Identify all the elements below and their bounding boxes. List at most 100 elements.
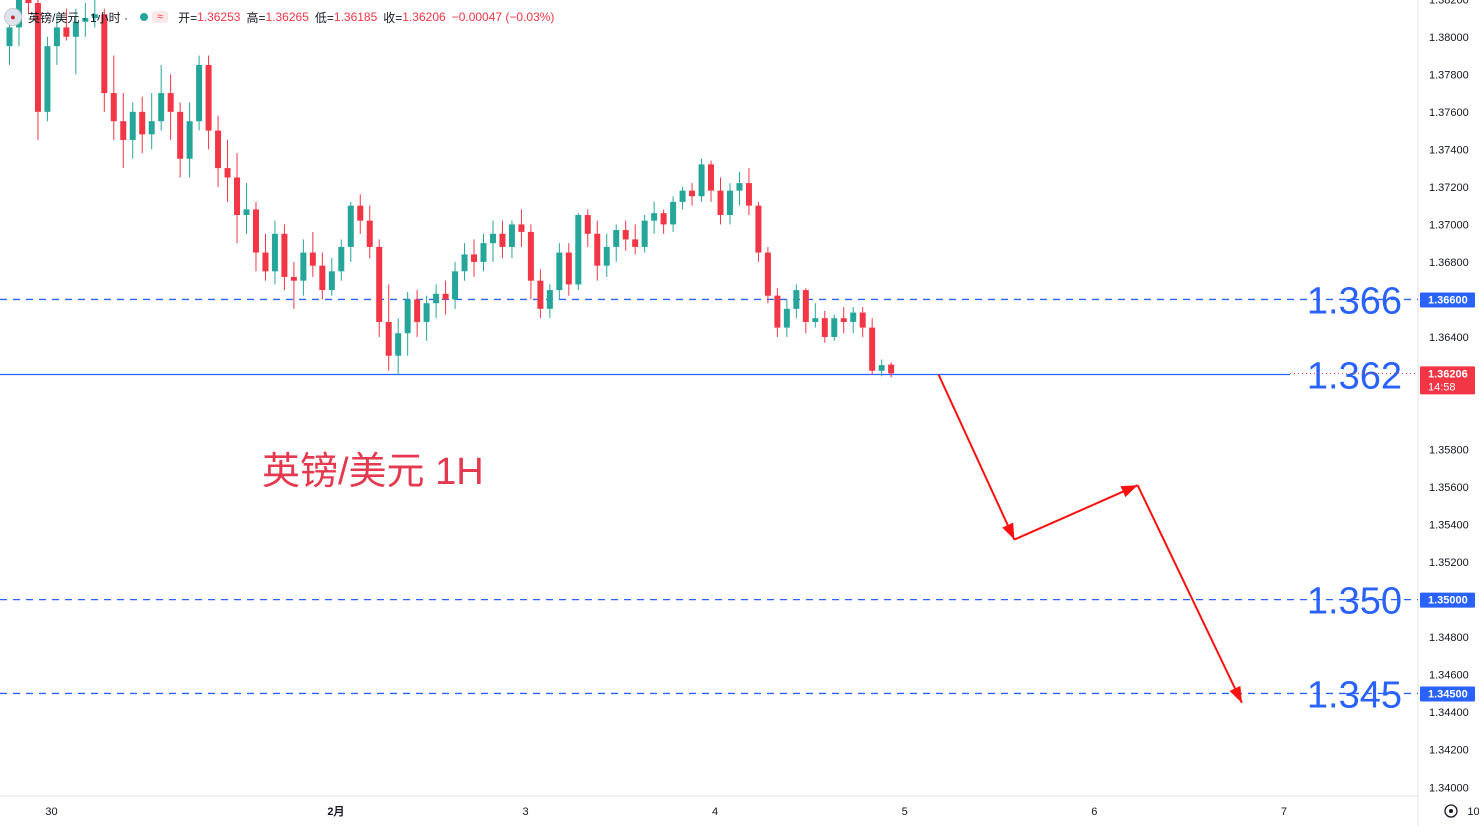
candle-64 [613,224,620,262]
level-label-2[interactable]: 1.350 [1307,581,1402,623]
candle-59 [565,243,572,296]
candle-48 [461,243,468,281]
candle-70 [670,196,677,232]
candle-38 [366,205,373,259]
candle-89 [850,306,857,334]
close-label: 收= [383,10,403,25]
candle-69 [660,209,667,234]
price-tick-14: 1.34600 [1429,670,1469,682]
time-tick-7: 10 [1467,806,1479,818]
candle-7 [72,8,79,75]
candle-22 [215,115,222,187]
candle-81 [774,288,781,337]
level-axis-badge-2: 1.35000 [1420,592,1475,608]
time-tick-6: 7 [1281,806,1287,818]
candle-2 [25,0,32,15]
time-tick-3: 4 [712,806,718,818]
candle-20 [196,55,203,131]
candle-53 [508,220,515,259]
open-value: 1.36253 [197,10,241,24]
time-tick-2: 3 [522,806,528,818]
candle-90 [859,306,866,337]
time-axis[interactable]: 30 2月 3 4 5 6 7 10 [45,805,1479,818]
price-tick-16: 1.34200 [1429,745,1469,757]
projection-arrow-0[interactable] [937,374,1016,541]
horizontal-levels: 1.366 1.362 1.350 1.345 [0,280,1418,716]
candle-45 [433,284,440,319]
candle-8 [82,3,89,37]
candle-56 [537,269,544,319]
price-tick-9: 1.35800 [1429,445,1469,457]
countdown-value: 14:58 [1428,381,1456,393]
candle-15 [148,93,155,150]
settings-icon[interactable] [1444,804,1458,818]
candle-23 [224,139,231,202]
annotation-title[interactable]: 英镑/美元 1H [262,451,484,493]
wave-icon[interactable]: ≈ [152,11,169,23]
candle-27 [262,233,269,281]
candle-44 [423,295,430,341]
price-tick-8: 1.36400 [1429,332,1469,344]
uk-us-flag-icon: ● [4,8,22,26]
projection-arrow-2[interactable] [1136,484,1243,704]
candle-85 [812,303,819,328]
candle-6 [63,8,70,41]
candle-58 [556,243,563,300]
symbol-label[interactable]: 英镑/美元 · 1小时 · [28,10,129,25]
price-tick-10: 1.35600 [1429,482,1469,494]
candle-82 [783,299,790,337]
time-tick-5: 6 [1091,806,1097,818]
candle-61 [584,209,591,247]
svg-text:1.34500: 1.34500 [1428,688,1468,700]
candle-78 [745,168,752,216]
candle-66 [632,224,639,255]
candle-80 [764,246,771,304]
change-value: −0.00047 (−0.03%) [451,10,555,24]
candle-21 [205,55,212,150]
chart-legend: ● 英镑/美元 · 1小时 · ≈ 开= 1.36253 高= 1.36265 低=… [4,8,560,26]
candle-63 [603,233,610,277]
status-dot-icon [140,13,149,21]
svg-text:1.36600: 1.36600 [1428,294,1468,306]
candle-3 [34,0,41,140]
price-axis[interactable]: 1.38200 1.38000 1.37800 1.37600 1.37400 1.372… [1420,0,1475,794]
price-tick-0: 1.38200 [1429,0,1469,6]
time-tick-0: 30 [45,806,57,818]
candle-74 [708,160,715,202]
candle-52 [499,220,506,259]
candle-35 [338,239,345,281]
candle-9 [91,0,98,28]
candle-54 [518,209,525,247]
low-label: 低= [314,10,334,25]
candle-51 [489,220,496,262]
price-tick-12: 1.35200 [1429,557,1469,569]
candle-5 [53,14,60,65]
candle-91 [869,318,876,375]
price-tick-4: 1.37400 [1429,144,1469,156]
low-value: 1.36185 [333,10,378,24]
price-tick-2: 1.37800 [1429,69,1469,81]
candle-92 [878,359,885,377]
candle-75 [717,177,724,225]
level-label-3[interactable]: 1.345 [1307,674,1402,716]
candle-65 [622,220,629,251]
candle-16 [158,64,165,131]
price-tick-15: 1.34400 [1429,707,1469,719]
candle-72 [689,183,696,206]
svg-text:1.35000: 1.35000 [1428,595,1468,607]
candle-34 [328,258,335,296]
candle-33 [319,252,326,300]
projection-arrow-1[interactable] [1013,484,1139,541]
current-price-value: 1.36206 [1428,368,1468,380]
candle-18 [177,102,184,178]
candle-13 [129,102,136,159]
candle-39 [376,239,383,337]
price-tick-13: 1.34800 [1429,632,1469,644]
level-label-1[interactable]: 1.362 [1307,356,1402,398]
candle-29 [281,224,288,291]
candle-14 [139,96,146,154]
candle-40 [385,284,392,371]
level-label-0[interactable]: 1.366 [1307,280,1402,322]
